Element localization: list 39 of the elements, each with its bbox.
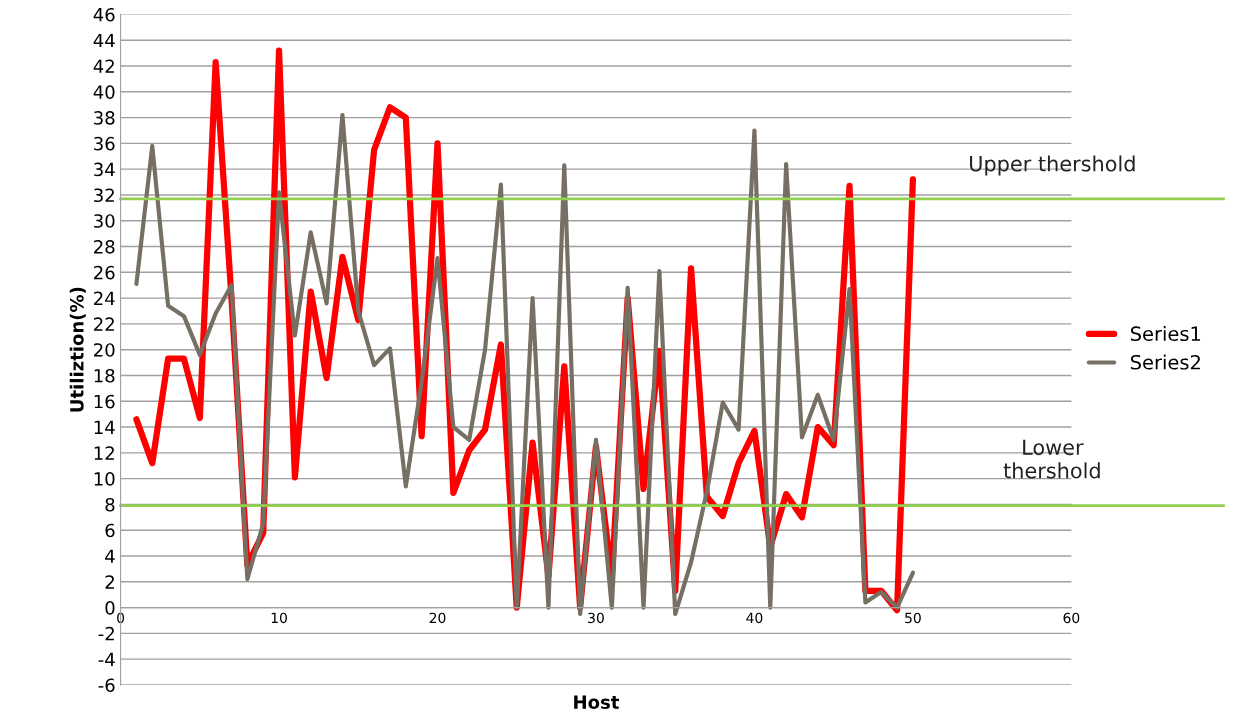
y-axis-title: Utiliztion(%): [69, 287, 86, 412]
y-tick-label: 38: [94, 111, 115, 125]
y-tick-label: 44: [93, 33, 115, 48]
y-tick-label: 6: [105, 523, 115, 538]
y-tick-label: 22: [94, 317, 114, 331]
x-axis-title: Host: [574, 695, 620, 709]
legend-label: Series1: [1130, 326, 1201, 342]
y-tick-label: -4: [98, 652, 115, 667]
y-tick-label: 42: [93, 59, 114, 73]
x-tick-label: 10: [271, 612, 287, 624]
ref-line-label: Lower thershold: [1003, 439, 1100, 479]
x-tick-label: 40: [746, 612, 763, 624]
y-tick-label: 34: [94, 162, 115, 177]
x-tick-label: 60: [1063, 612, 1080, 624]
y-tick-label: 46: [93, 7, 115, 22]
y-tick-label: 30: [94, 214, 115, 228]
y-tick-label: -2: [98, 626, 114, 641]
x-tick-label: 20: [429, 612, 446, 624]
y-tick-label: 8: [105, 497, 115, 512]
legend-label: Series2: [1130, 354, 1200, 370]
x-tick-label: 50: [905, 612, 921, 624]
y-tick-label: 32: [94, 188, 114, 203]
y-tick-label: 0: [105, 601, 115, 615]
y-tick-label: 28: [94, 239, 115, 254]
y-tick-label: 40: [93, 85, 115, 99]
y-tick-label: 12: [94, 446, 114, 460]
y-tick-label: 2: [105, 575, 114, 589]
ref-line-label: Upper thershold: [970, 155, 1135, 176]
x-tick-label: 30: [588, 612, 604, 624]
y-tick-label: 18: [94, 368, 115, 383]
y-tick-label: 4: [105, 549, 115, 563]
y-tick-label: 24: [94, 291, 115, 305]
y-tick-label: 36: [94, 136, 115, 151]
y-tick-label: -6: [98, 678, 115, 693]
y-tick-label: 10: [94, 472, 115, 486]
y-tick-label: 16: [94, 394, 115, 409]
y-tick-label: 14: [94, 420, 115, 434]
y-tick-label: 26: [94, 265, 115, 280]
y-tick-label: 20: [94, 343, 115, 357]
